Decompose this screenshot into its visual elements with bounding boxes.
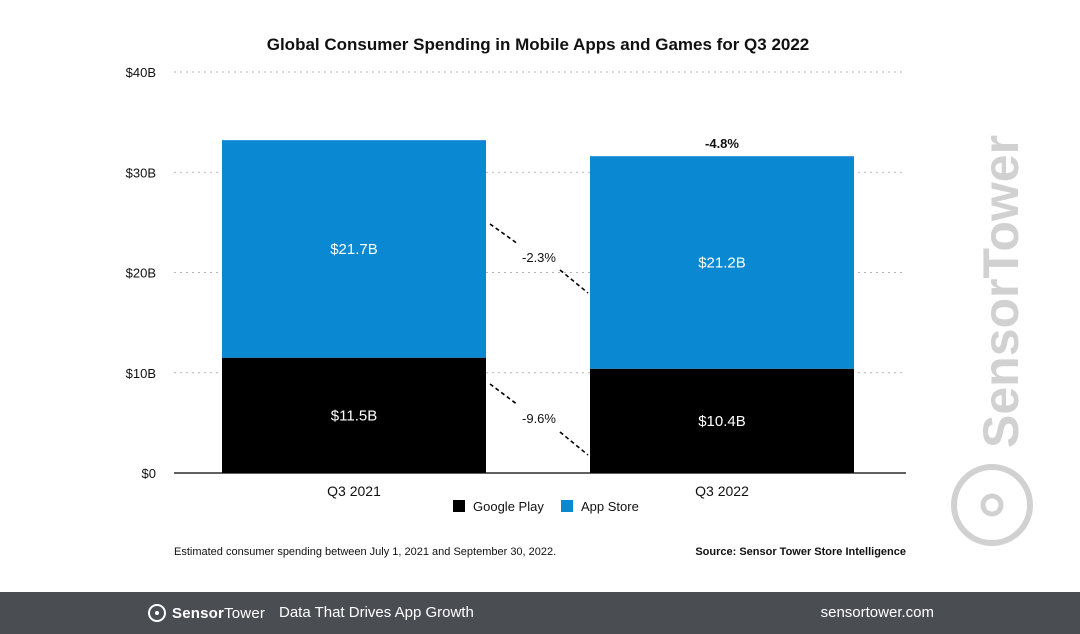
x-axis: Q3 2021 Q3 2022 bbox=[327, 483, 749, 499]
footer-logo: SensorTower bbox=[148, 592, 265, 634]
y-tick-label: $0 bbox=[142, 466, 156, 481]
footer-bar: SensorTower Data That Drives App Growth … bbox=[0, 592, 1080, 634]
watermark-text: SensorTower bbox=[973, 135, 1029, 448]
app-store-connector bbox=[559, 269, 589, 294]
y-tick-label: $10B bbox=[126, 366, 156, 381]
google-play-change-label: -9.6% bbox=[522, 411, 556, 426]
y-tick-label: $40B bbox=[126, 65, 156, 80]
watermark-logo-dot bbox=[980, 493, 1004, 517]
y-tick-label: $30B bbox=[126, 165, 156, 180]
chart-title: Global Consumer Spending in Mobile Apps … bbox=[267, 35, 810, 54]
footnote: Estimated consumer spending between July… bbox=[174, 546, 556, 558]
legend-swatch-google-play bbox=[453, 500, 465, 512]
bar-value-label: $10.4B bbox=[698, 413, 746, 430]
legend-label-google-play: Google Play bbox=[473, 499, 544, 514]
bar-app-store bbox=[590, 156, 854, 369]
watermark: SensorTower bbox=[951, 135, 1033, 546]
footer-brand-rest: Tower bbox=[224, 604, 266, 622]
y-tick-label: $20B bbox=[126, 266, 156, 281]
x-tick-label: Q3 2021 bbox=[327, 483, 381, 499]
legend: Google Play App Store bbox=[453, 499, 639, 514]
bar-app-store bbox=[222, 140, 486, 358]
source-note: Source: Sensor Tower Store Intelligence bbox=[695, 546, 906, 558]
bar-google-play bbox=[590, 368, 854, 473]
legend-label-app-store: App Store bbox=[581, 499, 639, 514]
y-axis: $0 $10B $20B $30B $40B bbox=[126, 65, 156, 481]
footer-brand: SensorTower bbox=[172, 605, 265, 622]
google-play-connector bbox=[489, 383, 519, 406]
bars: $11.5B $21.7B $10.4B $21.2B bbox=[222, 140, 854, 473]
legend-swatch-app-store bbox=[561, 500, 573, 512]
google-play-connector bbox=[559, 431, 589, 456]
bar-google-play bbox=[222, 357, 486, 473]
total-change-label: -4.8% bbox=[705, 136, 739, 151]
chart: Global Consumer Spending in Mobile Apps … bbox=[126, 35, 1033, 558]
app-store-change-label: -2.3% bbox=[522, 250, 556, 265]
app-store-connector bbox=[489, 223, 519, 245]
footer-brand-bold: Sensor bbox=[172, 604, 225, 622]
change-connectors bbox=[489, 223, 589, 456]
bar-value-label: $21.7B bbox=[330, 241, 378, 258]
watermark-logo-icon bbox=[951, 464, 1033, 546]
footer-site-link[interactable]: sensortower.com bbox=[820, 604, 934, 621]
bar-value-label: $11.5B bbox=[331, 407, 377, 424]
footer-tagline: Data That Drives App Growth bbox=[279, 604, 474, 621]
sensortower-logo-icon bbox=[148, 604, 166, 622]
x-tick-label: Q3 2022 bbox=[695, 483, 749, 499]
bar-value-label: $21.2B bbox=[698, 254, 746, 271]
